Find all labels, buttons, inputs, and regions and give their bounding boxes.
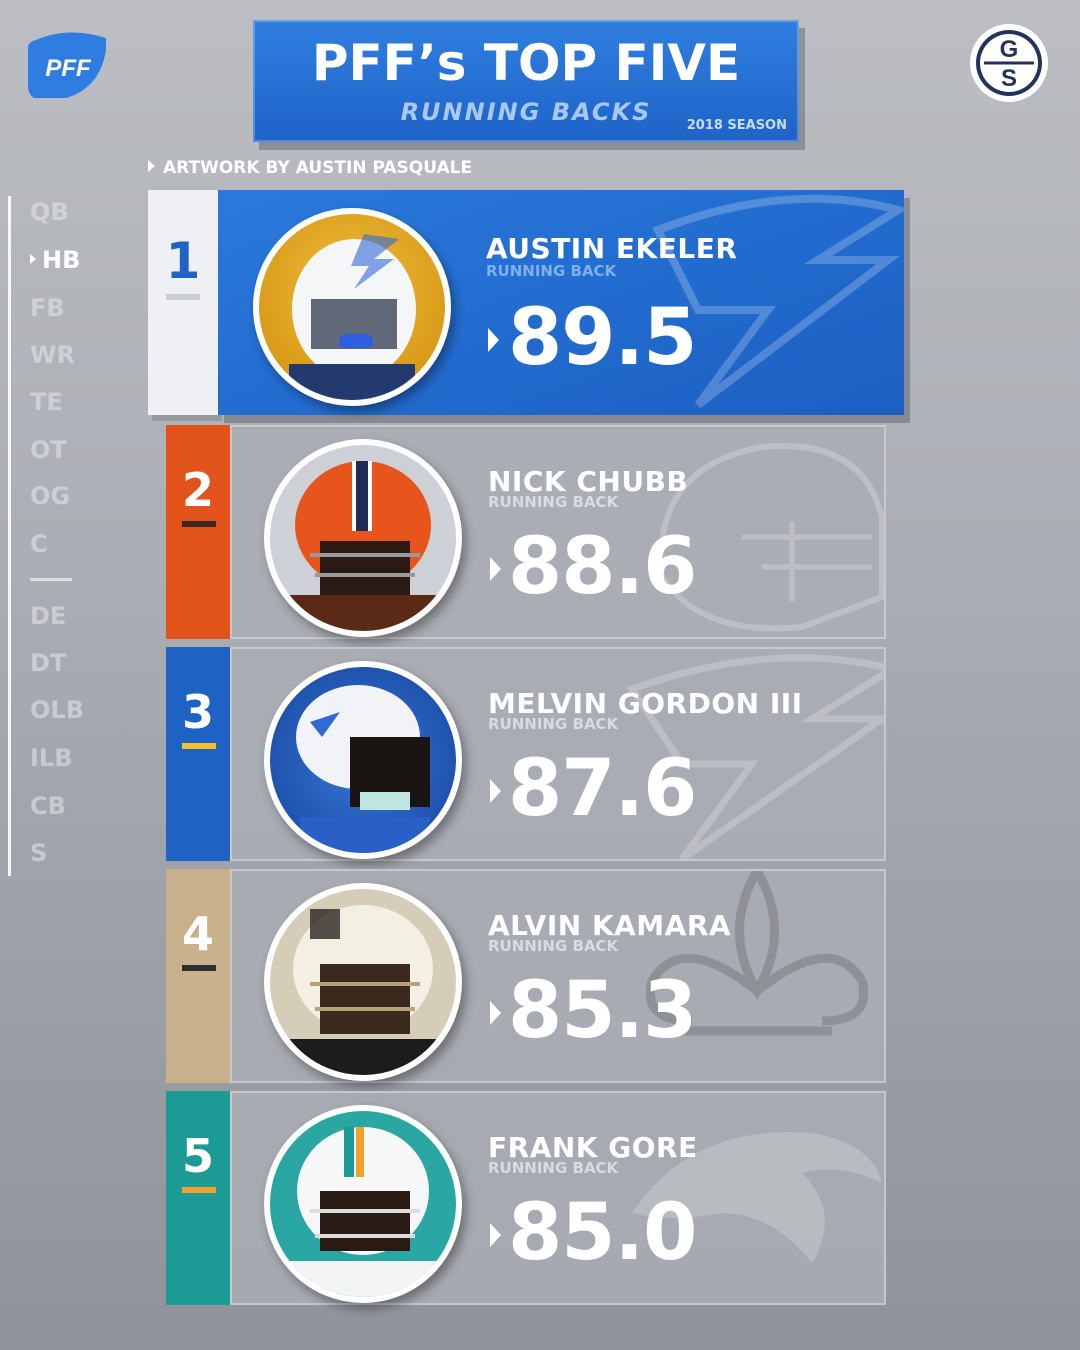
rank-number: 5 (181, 1129, 214, 1183)
position-item-qb[interactable]: QB (30, 198, 69, 226)
player-role: RUNNING BACK (488, 493, 619, 511)
play-triangle-icon (148, 160, 155, 172)
player-grade: 88.6 (508, 522, 697, 612)
position-item-dt[interactable]: DT (30, 649, 67, 677)
player-photo (264, 1105, 462, 1303)
play-triangle-icon (488, 328, 499, 352)
position-item-de[interactable]: DE (30, 602, 67, 630)
player-photo (264, 883, 462, 1081)
player-photo (264, 661, 462, 859)
rank-number: 2 (181, 463, 214, 517)
player-role: RUNNING BACK (486, 262, 617, 280)
rank-tab (148, 190, 218, 415)
page-subtitle: RUNNING BACKS (400, 98, 652, 126)
player-card-5[interactable]: 5 FRANK GORE RUNNING BACK 85.0 (166, 1091, 886, 1305)
player-card-3[interactable]: 3 MELVIN GORDON III RUNNING BACK 87.6 (166, 647, 886, 861)
rank-number: 4 (181, 907, 214, 961)
position-item-olb[interactable]: OLB (30, 696, 84, 724)
player-grade: 89.5 (508, 293, 697, 383)
position-nav-rail (0, 196, 11, 876)
position-item-s[interactable]: S (30, 839, 48, 867)
chargers-bolt-watermark (626, 654, 884, 859)
player-role: RUNNING BACK (488, 1159, 619, 1177)
position-item-c[interactable]: C (30, 530, 48, 558)
rank-bar (182, 1187, 216, 1193)
svg-text:PFF: PFF (45, 55, 92, 82)
player-grade: 85.0 (508, 1188, 697, 1278)
active-indicator-icon (30, 254, 36, 264)
position-item-og[interactable]: OG (30, 482, 71, 510)
position-item-ot[interactable]: OT (30, 436, 67, 464)
position-item-hb[interactable]: HB (30, 246, 80, 274)
svg-text:G: G (1000, 36, 1019, 63)
player-name: AUSTIN EKELER (486, 232, 738, 265)
player-role: RUNNING BACK (488, 715, 619, 733)
player-card-1[interactable]: 1 AUSTIN EKELER RUNNING BACK 89.5 (148, 190, 904, 415)
position-item-wr[interactable]: WR (30, 341, 75, 369)
rank-number: 3 (181, 685, 214, 739)
season-label: 2018 SEASON (686, 118, 787, 133)
rank-tab (166, 1091, 230, 1305)
rank-tab (166, 869, 230, 1083)
play-triangle-icon (490, 557, 501, 581)
position-item-te[interactable]: TE (30, 388, 63, 416)
player-card-4[interactable]: 4 ALVIN KAMARA RUNNING BACK 85.3 (166, 869, 886, 1083)
rank-tab (166, 647, 230, 861)
rank-number: 1 (165, 232, 201, 290)
position-item-fb[interactable]: FB (30, 294, 65, 322)
position-item-cb[interactable]: CB (30, 792, 66, 820)
player-photo (264, 439, 462, 637)
player-name: FRANK GORE (488, 1131, 698, 1164)
player-photo (253, 208, 451, 406)
title-banner: PFF’s TOP FIVE RUNNING BACKS 2018 SEASON (253, 20, 799, 142)
position-divider (30, 578, 72, 581)
player-name: NICK CHUBB (488, 465, 689, 498)
player-grade: 85.3 (508, 966, 697, 1056)
position-item-ilb[interactable]: ILB (30, 744, 73, 772)
player-grade: 87.6 (508, 744, 697, 834)
pff-logo: PFF (26, 30, 110, 102)
player-name: ALVIN KAMARA (488, 909, 732, 942)
page-title: PFF’s TOP FIVE (311, 34, 741, 92)
play-triangle-icon (490, 1223, 501, 1247)
chargers-bolt-watermark (652, 194, 904, 409)
browns-helmet-watermark (658, 442, 884, 632)
fleur-de-lis-watermark (646, 871, 868, 1036)
gs-logo: G S (968, 22, 1050, 104)
artwork-credit: ARTWORK BY AUSTIN PASQUALE (148, 158, 472, 178)
rank-bar (166, 294, 200, 300)
rank-bar (182, 743, 216, 749)
rank-bar (182, 965, 216, 971)
rank-bar (182, 521, 216, 527)
play-triangle-icon (490, 1001, 501, 1025)
dolphin-watermark (632, 1132, 882, 1263)
svg-text:S: S (1001, 65, 1017, 92)
player-card-2[interactable]: 2 NICK CHUBB RUNNING BACK 88.6 (166, 425, 886, 639)
play-triangle-icon (490, 779, 501, 803)
player-name: MELVIN GORDON III (488, 687, 803, 720)
rank-tab (166, 425, 230, 639)
player-role: RUNNING BACK (488, 937, 619, 955)
